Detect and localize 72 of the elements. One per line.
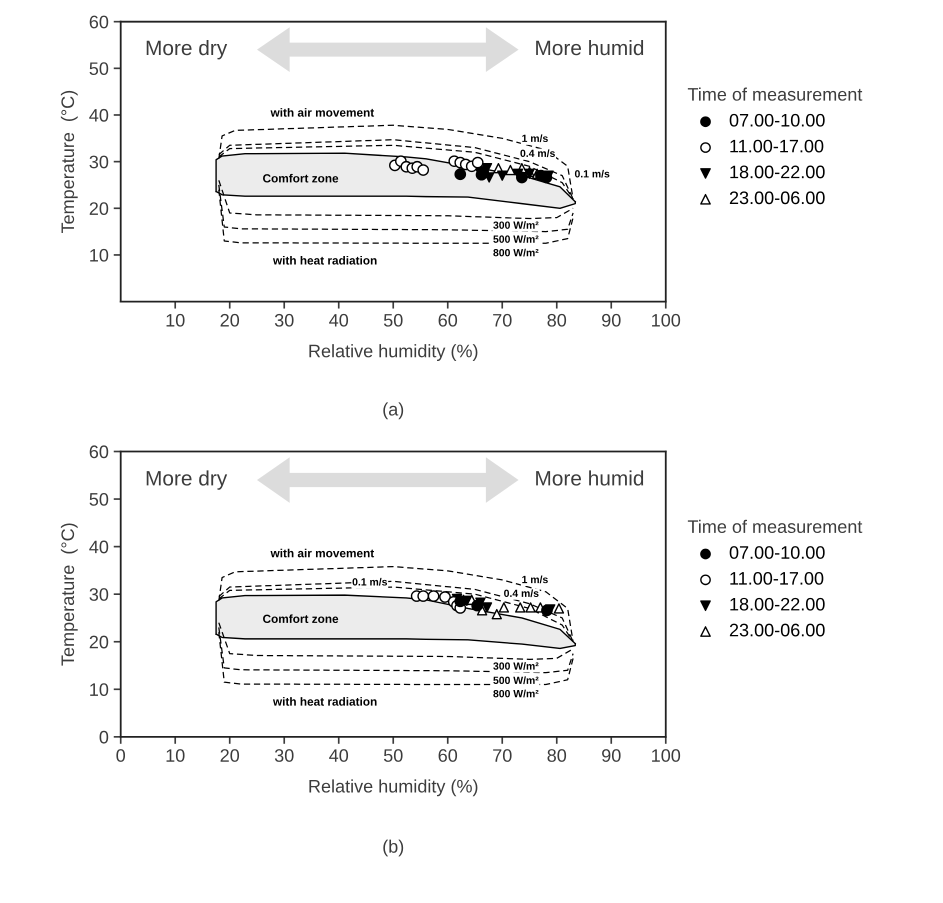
annotation: 500 W/m²	[493, 235, 539, 243]
legend-label: 18.00-22.00	[730, 598, 825, 611]
x-tick-label: 10	[166, 749, 185, 762]
x-tick-label: 40	[329, 749, 348, 762]
annotation: More dry	[146, 40, 228, 60]
annotation: 0.1 m/s	[352, 578, 388, 586]
x-tick-label: 30	[274, 749, 294, 762]
y-axis-title: Temperature (°C)	[60, 90, 78, 234]
annotation: 800 W/m²	[493, 690, 539, 698]
annotation: More dry	[146, 470, 228, 490]
y-tick-label: 10	[90, 248, 108, 262]
annotation: with heat radiation	[272, 697, 377, 706]
legend-label: 23.00-06.00	[730, 624, 825, 636]
y-tick-label: 10	[90, 683, 108, 696]
x-tick-label: 40	[329, 314, 348, 327]
annotation: 1 m/s	[522, 576, 548, 584]
annotation: 0.1 m/s	[574, 170, 610, 178]
annotation: 0.4 m/s	[520, 149, 555, 158]
x-tick-label: 100	[652, 749, 680, 762]
x-tick-label: 80	[547, 314, 566, 327]
x-tick-label: 90	[602, 314, 621, 327]
legend-label: 11.00-17.00	[730, 572, 824, 585]
legend-label: 18.00-22.00	[730, 166, 825, 178]
x-tick-label: 80	[547, 749, 566, 762]
annotation: 500 W/m²	[493, 676, 539, 684]
x-tick-label: 60	[438, 749, 458, 762]
y-axis-title: Temperature (°C)	[60, 523, 78, 666]
x-tick-label: 50	[384, 749, 403, 762]
y-tick-label: 40	[89, 108, 108, 122]
annotation: Comfort zone	[263, 174, 338, 183]
x-tick-label: 0	[116, 749, 126, 762]
text: (a)	[383, 402, 404, 420]
annotation: with air movement	[270, 548, 374, 558]
x-axis-title: Relative humidity (%)	[309, 344, 478, 361]
legend-title: Time of measurement	[688, 88, 862, 101]
y-tick-label: 50	[90, 62, 108, 76]
y-tick-label: 30	[90, 156, 108, 168]
x-tick-label: 20	[220, 749, 240, 762]
annotation: 1 m/s	[522, 134, 548, 142]
y-tick-label: 30	[90, 588, 108, 601]
annotation: with heat radiation	[272, 256, 377, 265]
legend-title: Time of measurement	[688, 520, 862, 534]
annotation: Comfort zone	[263, 614, 338, 624]
legend-label: 23.00-06.00	[730, 191, 825, 204]
legend-label: 07.00-10.00	[730, 546, 825, 559]
text: (b)	[383, 840, 404, 856]
x-tick-label: 90	[602, 749, 621, 762]
y-tick-label: 50	[90, 492, 108, 506]
x-tick-label: 70	[493, 314, 512, 327]
annotation: 800 W/m²	[493, 248, 539, 256]
y-tick-label: 20	[90, 202, 108, 216]
annotation: More humid	[536, 40, 644, 56]
y-tick-label: 60	[90, 16, 108, 28]
x-axis-title: Relative humidity (%)	[309, 779, 478, 796]
annotation: More humid	[536, 470, 644, 486]
x-tick-label: 60	[438, 314, 458, 327]
annotation: 300 W/m²	[493, 221, 539, 229]
x-tick-label: 100	[652, 314, 680, 327]
x-tick-label: 30	[274, 314, 294, 327]
x-tick-label: 70	[493, 749, 512, 762]
legend-label: 07.00-10.00	[730, 114, 825, 127]
annotation: with air movement	[270, 108, 374, 117]
y-tick-label: 20	[90, 636, 108, 648]
annotation: 300 W/m²	[493, 662, 539, 670]
x-tick-label: 20	[220, 314, 240, 327]
y-tick-label: 60	[90, 445, 108, 458]
annotation: 0.4 m/s	[504, 589, 539, 598]
y-tick-label: 0	[100, 730, 108, 744]
y-tick-label: 40	[89, 540, 108, 554]
legend-label: 11.00-17.00	[730, 140, 824, 152]
x-tick-label: 50	[384, 314, 403, 327]
x-tick-label: 10	[166, 314, 185, 327]
